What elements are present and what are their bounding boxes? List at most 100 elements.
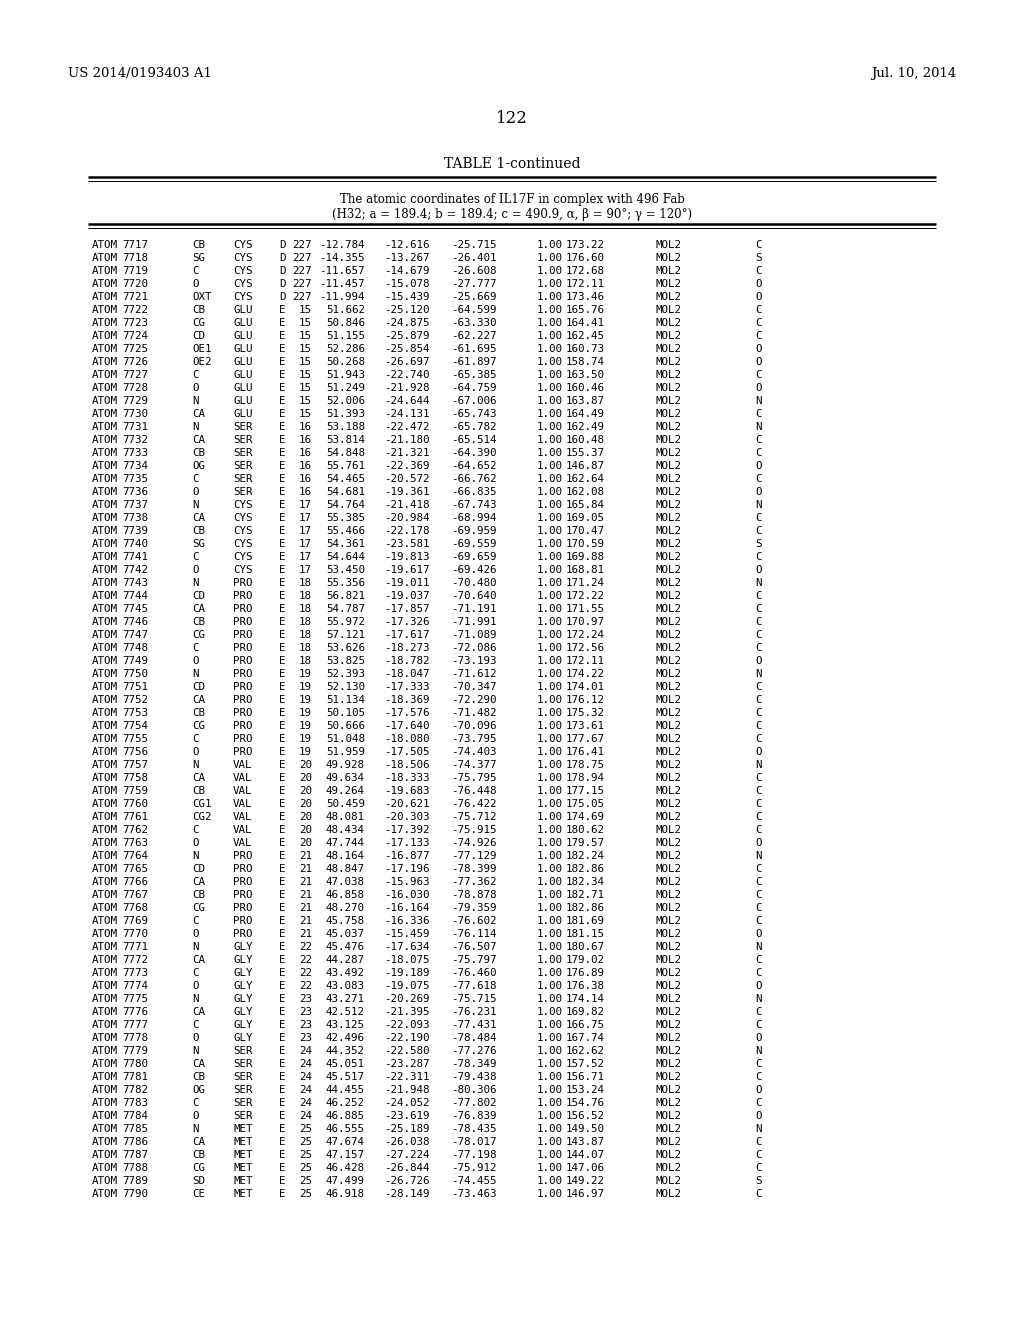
Text: 1.00: 1.00 [537,734,563,744]
Text: -71.191: -71.191 [452,605,497,614]
Text: 7783: 7783 [122,1098,148,1107]
Text: N: N [755,994,762,1005]
Text: O: O [755,461,762,471]
Text: MOL2: MOL2 [656,578,682,587]
Text: ATOM: ATOM [92,876,118,887]
Text: ATOM: ATOM [92,799,118,809]
Text: C: C [193,1020,199,1030]
Text: 1.00: 1.00 [537,994,563,1005]
Text: ATOM: ATOM [92,331,118,341]
Text: 16: 16 [299,474,312,484]
Text: C: C [755,643,762,653]
Text: 55.385: 55.385 [326,513,365,523]
Text: 1.00: 1.00 [537,696,563,705]
Text: -76.460: -76.460 [452,968,497,978]
Text: MOL2: MOL2 [656,605,682,614]
Text: O: O [755,345,762,354]
Text: 1.00: 1.00 [537,799,563,809]
Text: E: E [279,1111,286,1121]
Text: 7751: 7751 [122,682,148,692]
Text: ATOM: ATOM [92,669,118,678]
Text: MOL2: MOL2 [656,812,682,822]
Text: 1.00: 1.00 [537,1045,563,1056]
Text: 1.00: 1.00 [537,279,563,289]
Text: C: C [755,774,762,783]
Text: -21.180: -21.180 [384,436,430,445]
Text: -64.599: -64.599 [452,305,497,315]
Text: 7752: 7752 [122,696,148,705]
Text: 179.02: 179.02 [566,954,605,965]
Text: CA: CA [193,1059,205,1069]
Text: MOL2: MOL2 [656,383,682,393]
Text: 48.081: 48.081 [326,812,365,822]
Text: 54.787: 54.787 [326,605,365,614]
Text: VAL: VAL [233,812,253,822]
Text: -71.991: -71.991 [452,616,497,627]
Text: ATOM: ATOM [92,865,118,874]
Text: CG: CG [193,721,205,731]
Text: 1.00: 1.00 [537,1163,563,1173]
Text: -19.617: -19.617 [384,565,430,576]
Text: 174.69: 174.69 [566,812,605,822]
Text: C: C [755,1150,762,1160]
Text: MOL2: MOL2 [656,734,682,744]
Text: -74.926: -74.926 [452,838,497,847]
Text: 177.15: 177.15 [566,785,605,796]
Text: MOL2: MOL2 [656,630,682,640]
Text: -21.948: -21.948 [384,1085,430,1096]
Text: E: E [279,1150,286,1160]
Text: C: C [755,1072,762,1082]
Text: -67.006: -67.006 [452,396,497,407]
Text: ATOM: ATOM [92,643,118,653]
Text: C: C [755,1020,762,1030]
Text: 21: 21 [299,865,312,874]
Text: ATOM: ATOM [92,1125,118,1134]
Text: MOL2: MOL2 [656,474,682,484]
Text: 1.00: 1.00 [537,1176,563,1185]
Text: ATOM: ATOM [92,422,118,432]
Text: C: C [755,474,762,484]
Text: ATOM: ATOM [92,605,118,614]
Text: C: C [755,318,762,327]
Text: -20.303: -20.303 [384,812,430,822]
Text: N: N [193,1125,199,1134]
Text: 7784: 7784 [122,1111,148,1121]
Text: O: O [193,656,199,667]
Text: 172.24: 172.24 [566,630,605,640]
Text: 7759: 7759 [122,785,148,796]
Text: 7721: 7721 [122,292,148,302]
Text: 24: 24 [299,1111,312,1121]
Text: -76.448: -76.448 [452,785,497,796]
Text: 18: 18 [299,630,312,640]
Text: 163.50: 163.50 [566,370,605,380]
Text: 1.00: 1.00 [537,1189,563,1199]
Text: 17: 17 [299,500,312,510]
Text: 46.428: 46.428 [326,1163,365,1173]
Text: 7770: 7770 [122,929,148,939]
Text: GLU: GLU [233,383,253,393]
Text: ATOM: ATOM [92,1137,118,1147]
Text: E: E [279,331,286,341]
Text: N: N [193,994,199,1005]
Text: MOL2: MOL2 [656,267,682,276]
Text: 7773: 7773 [122,968,148,978]
Text: ATOM: ATOM [92,525,118,536]
Text: E: E [279,1020,286,1030]
Text: 158.74: 158.74 [566,356,605,367]
Text: E: E [279,565,286,576]
Text: 50.846: 50.846 [326,318,365,327]
Text: ATOM: ATOM [92,396,118,407]
Text: 182.71: 182.71 [566,890,605,900]
Text: N: N [755,396,762,407]
Text: 21: 21 [299,876,312,887]
Text: SER: SER [233,422,253,432]
Text: SER: SER [233,1059,253,1069]
Text: 172.56: 172.56 [566,643,605,653]
Text: ATOM: ATOM [92,838,118,847]
Text: 7768: 7768 [122,903,148,913]
Text: 7764: 7764 [122,851,148,861]
Text: E: E [279,1098,286,1107]
Text: -11.657: -11.657 [319,267,365,276]
Text: 7774: 7774 [122,981,148,991]
Text: 1.00: 1.00 [537,968,563,978]
